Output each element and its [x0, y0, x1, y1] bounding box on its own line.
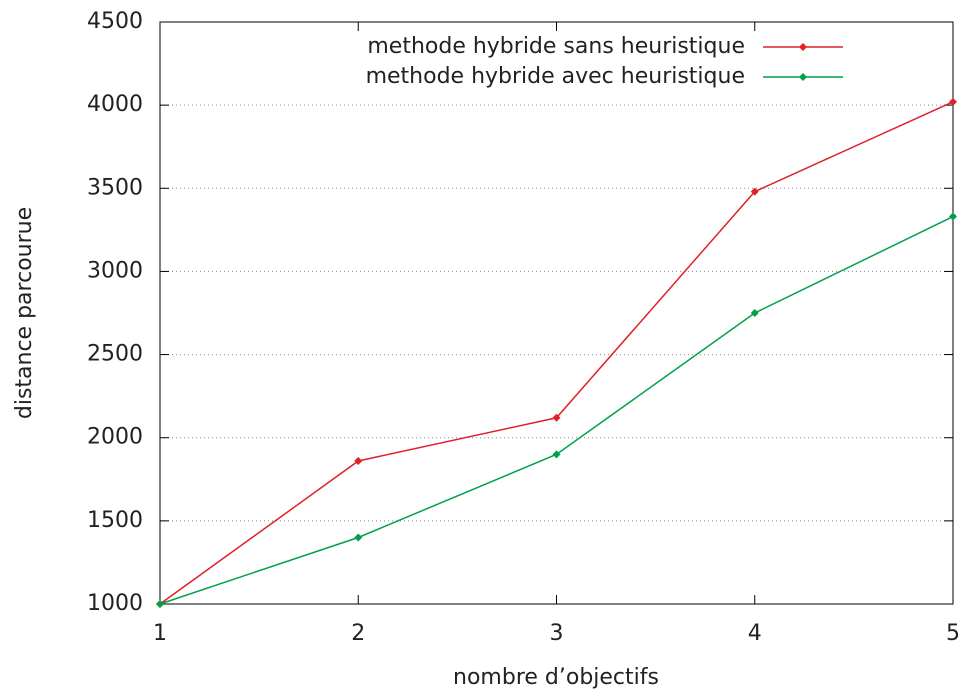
point — [552, 413, 561, 422]
y-tick-label: 3000 — [87, 258, 143, 283]
point — [949, 212, 957, 221]
x-tick-label: 2 — [351, 621, 365, 646]
x-tick-label: 4 — [748, 621, 762, 646]
y-tick-label: 4500 — [87, 9, 143, 34]
point — [750, 187, 759, 196]
x-tick-label: 5 — [946, 621, 960, 646]
y-tick-label: 2500 — [87, 342, 143, 367]
point — [750, 309, 759, 317]
y-tick-label: 2000 — [87, 425, 143, 450]
plot-border — [159, 21, 954, 605]
point — [156, 600, 164, 608]
series-line — [159, 101, 954, 605]
legend-marker — [799, 73, 807, 81]
x-axis-label: nombre d’objectifs — [453, 665, 659, 690]
y-tick-label: 1500 — [87, 508, 143, 533]
x-tick-label: 3 — [550, 621, 564, 646]
y-axis-label: distance parcourue — [12, 207, 37, 419]
point — [949, 97, 957, 106]
y-tick-label: 1000 — [87, 591, 143, 616]
point — [354, 456, 363, 465]
series-line — [159, 215, 954, 605]
legend-label: methode hybride sans heuristique — [367, 34, 745, 59]
x-tick-label: 1 — [153, 621, 167, 646]
y-tick-label: 3500 — [87, 175, 143, 200]
legend-label: methode hybride avec heuristique — [366, 64, 745, 89]
point — [552, 450, 561, 459]
point — [354, 533, 363, 542]
legend-marker — [799, 43, 807, 51]
y-tick-label: 4000 — [87, 92, 143, 117]
